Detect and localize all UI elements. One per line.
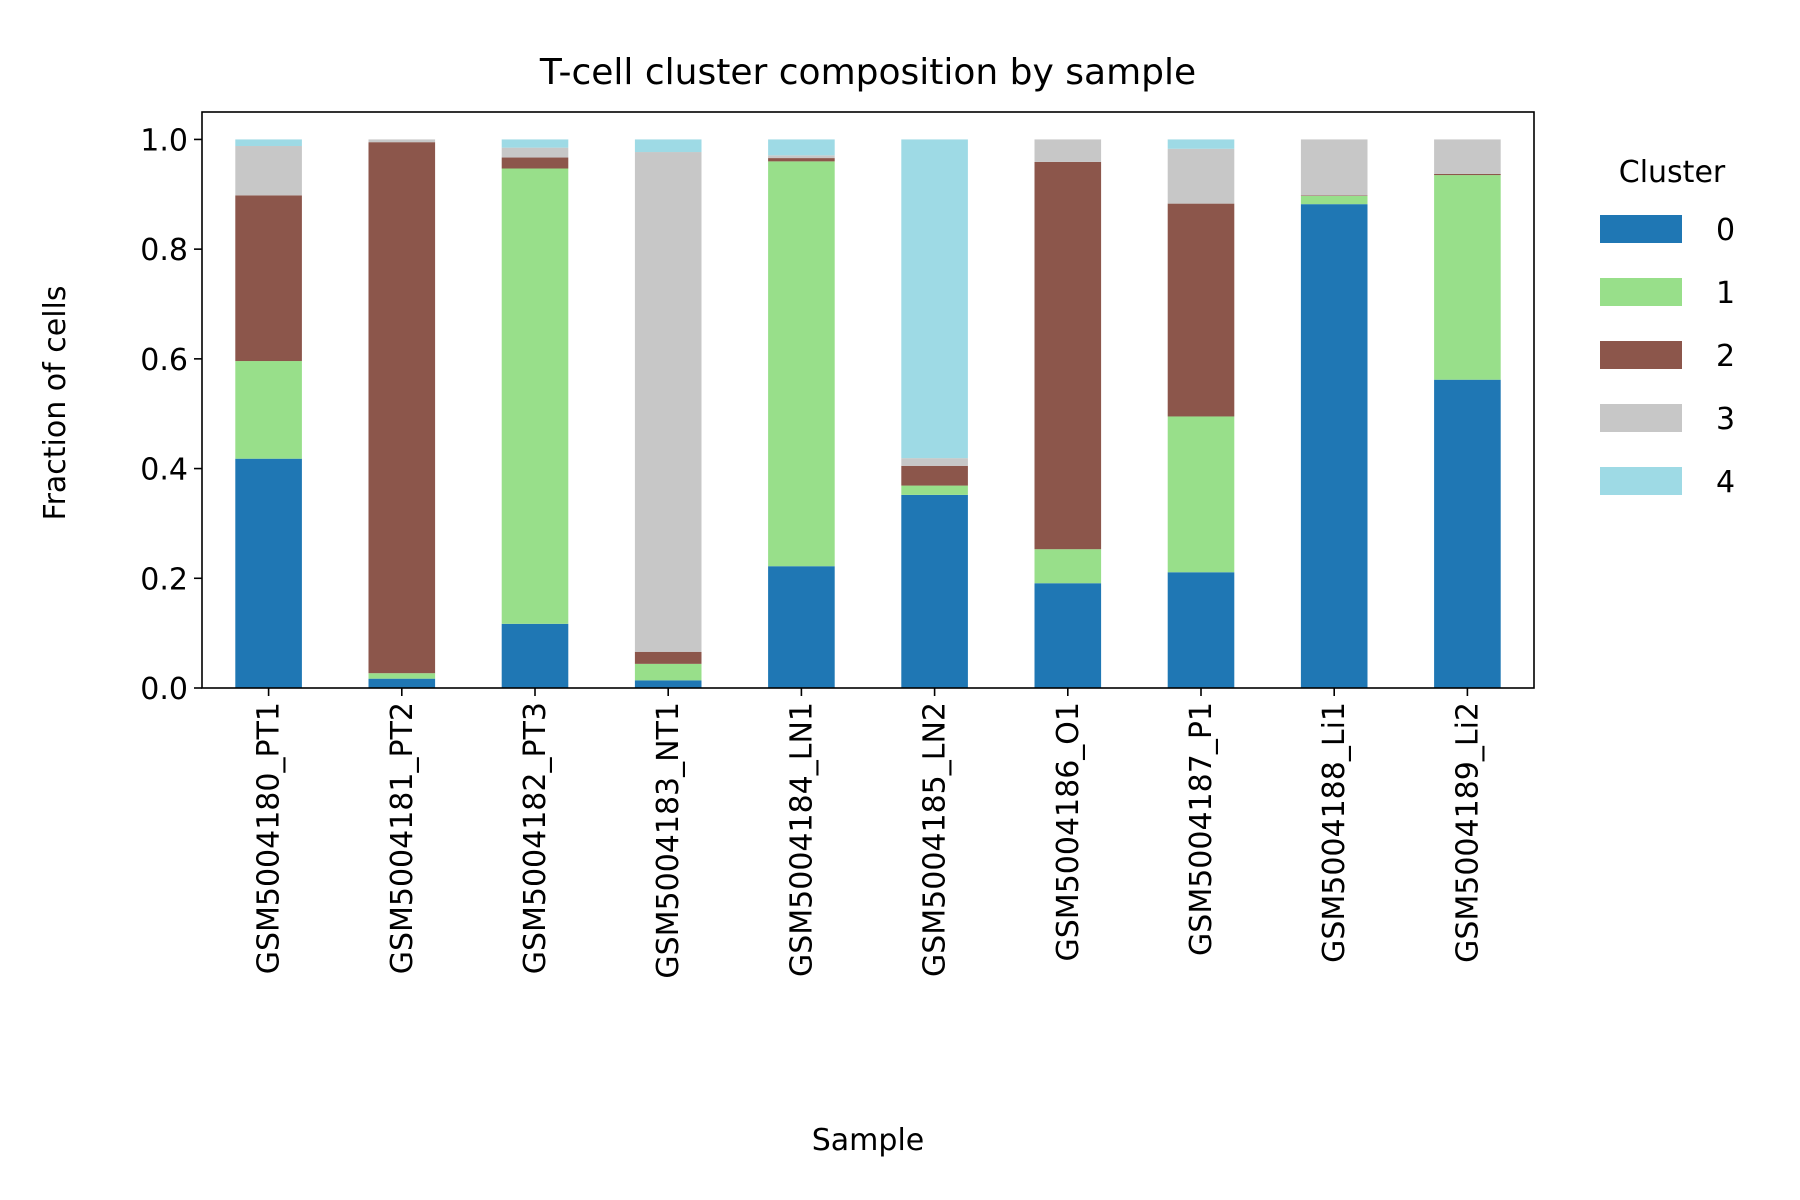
bar-segment-cluster-4-sample-8	[1167, 139, 1235, 149]
bar-segment-cluster-2-sample-4	[634, 651, 702, 664]
bar-segment-cluster-0-sample-5	[768, 566, 835, 688]
x-tick-label: GSM5004186_O1	[1051, 702, 1086, 961]
bar-segment-cluster-0-sample-2	[368, 678, 436, 688]
bar-segment-cluster-1-sample-6	[901, 485, 968, 495]
bar-segment-cluster-2-sample-1	[235, 195, 302, 362]
legend-label-cluster-4: 4	[1716, 465, 1735, 500]
bar-segment-cluster-1-sample-1	[235, 361, 302, 459]
bar-segment-cluster-4-sample-3	[501, 139, 569, 148]
bar-segment-cluster-3-sample-2	[368, 139, 436, 143]
legend-swatch-cluster-0	[1600, 215, 1682, 243]
bar-segment-cluster-4-sample-4	[634, 139, 702, 153]
bar-segment-cluster-2-sample-7	[1034, 161, 1102, 550]
bar-segment-cluster-0-sample-7	[1034, 583, 1102, 688]
legend-swatch-cluster-3	[1600, 404, 1682, 432]
legend-title: Cluster	[1619, 155, 1726, 190]
legend-label-cluster-0: 0	[1716, 213, 1735, 248]
bar-segment-cluster-1-sample-9	[1300, 195, 1368, 205]
legend-swatch-cluster-1	[1600, 278, 1682, 306]
plot-frame	[201, 111, 1535, 689]
axes-layer: GSM5004180_PT1 GSM5004181_PT2 GSM5004182_P…	[140, 111, 1535, 979]
bar-segment-cluster-1-sample-3	[501, 168, 569, 624]
bar-segment-cluster-2-sample-8	[1167, 203, 1235, 417]
bar-segment-cluster-3-sample-10	[1434, 139, 1501, 174]
bar-segment-cluster-4-sample-6	[901, 139, 968, 459]
bar-segment-cluster-0-sample-8	[1167, 572, 1235, 688]
bar-segment-cluster-1-sample-10	[1434, 175, 1501, 380]
bar-segment-cluster-3-sample-7	[1034, 139, 1102, 162]
bar-segment-cluster-1-sample-4	[634, 663, 702, 681]
bar-segment-cluster-3-sample-6	[901, 458, 968, 466]
bar-segment-cluster-2-sample-9	[1300, 195, 1368, 196]
x-tick-label: GSM5004188_Li1	[1317, 702, 1352, 963]
bar-segment-cluster-3-sample-1	[235, 146, 302, 196]
bar-segment-cluster-2-sample-3	[501, 157, 569, 169]
y-tick-label: 0.6	[140, 343, 188, 378]
bar-segment-cluster-4-sample-1	[235, 139, 302, 147]
y-tick-label: 0.0	[140, 672, 188, 707]
x-tick-label: GSM5004185_LN2	[918, 702, 953, 977]
y-tick-label: 1.0	[140, 123, 188, 158]
y-tick-label: 0.2	[140, 562, 188, 597]
bar-segment-cluster-2-sample-6	[901, 465, 968, 486]
x-axis-label: Sample	[812, 1123, 925, 1158]
bar-segment-cluster-0-sample-10	[1434, 379, 1501, 688]
bar-segment-cluster-2-sample-2	[368, 142, 436, 674]
bar-segment-cluster-1-sample-8	[1167, 416, 1235, 573]
y-axis-label: Fraction of cells	[38, 286, 73, 521]
legend-label-cluster-1: 1	[1716, 276, 1735, 311]
legend: Cluster 0 1 2 3 4	[1600, 155, 1735, 500]
legend-label-cluster-3: 3	[1716, 402, 1735, 437]
bar-segment-cluster-2-sample-10	[1434, 173, 1501, 176]
x-tick-label: GSM5004187_P1	[1184, 702, 1219, 956]
x-tick-label: GSM5004182_PT3	[518, 702, 553, 974]
legend-swatch-cluster-2	[1600, 341, 1682, 369]
x-tick-label: GSM5004183_NT1	[651, 702, 686, 979]
bar-segment-cluster-1-sample-5	[768, 161, 835, 567]
bar-segment-cluster-2-sample-5	[768, 158, 835, 162]
bar-segment-cluster-3-sample-4	[634, 152, 702, 652]
bar-segment-cluster-1-sample-2	[368, 673, 436, 679]
x-tick-label: GSM5004184_LN1	[784, 702, 819, 977]
legend-label-cluster-2: 2	[1716, 339, 1735, 374]
bar-segment-cluster-3-sample-5	[768, 155, 835, 159]
chart-title: T-cell cluster composition by sample	[539, 52, 1196, 93]
bar-segment-cluster-3-sample-9	[1300, 139, 1368, 196]
x-tick-label: GSM5004189_Li2	[1450, 702, 1485, 963]
bar-segment-cluster-0-sample-6	[901, 494, 968, 688]
bar-segment-cluster-4-sample-5	[768, 139, 835, 156]
bar-segment-cluster-1-sample-7	[1034, 549, 1102, 584]
bars-layer	[235, 139, 1501, 688]
bar-segment-cluster-0-sample-1	[235, 458, 302, 688]
bar-segment-cluster-0-sample-4	[634, 680, 702, 688]
x-tick-label: GSM5004181_PT2	[385, 702, 420, 974]
y-tick-label: 0.8	[140, 233, 188, 268]
bar-segment-cluster-3-sample-8	[1167, 148, 1235, 204]
bar-segment-cluster-0-sample-3	[501, 623, 569, 688]
legend-swatch-cluster-4	[1600, 467, 1682, 495]
x-tick-label: GSM5004180_PT1	[252, 702, 287, 974]
bar-segment-cluster-0-sample-9	[1300, 204, 1368, 688]
y-tick-label: 0.4	[140, 453, 188, 488]
bar-segment-cluster-3-sample-3	[501, 147, 569, 158]
